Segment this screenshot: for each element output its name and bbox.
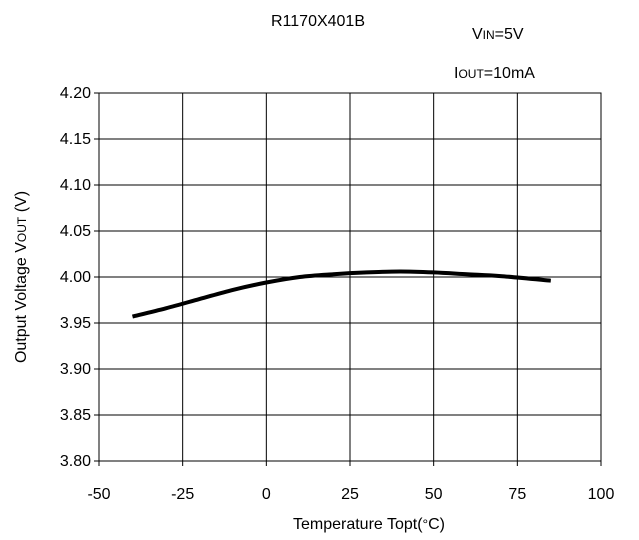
- x-tick-labels: -50 -25 0 25 50 75 100: [87, 461, 614, 503]
- x-tick-label: 100: [588, 486, 615, 503]
- series-line-0: [131, 269, 551, 319]
- y-tick-label: 4.05: [60, 223, 91, 240]
- y-tick-label: 3.90: [60, 361, 91, 378]
- condition-vin: VIN=5V: [472, 26, 524, 43]
- x-tick-label: 25: [341, 486, 359, 503]
- chart-title: R1170X401B: [271, 13, 365, 30]
- y-axis-label: Output Voltage VOUT (V): [13, 191, 30, 363]
- y-tick-labels: 3.80 3.85 3.90 3.95 4.00 4.05 4.10 4.15 4.20: [60, 85, 99, 470]
- x-axis-label: Temperature Topt(°C): [293, 516, 445, 533]
- y-tick-label: 4.10: [60, 177, 91, 194]
- y-tick-label: 3.80: [60, 453, 91, 470]
- x-tick-label: -50: [87, 486, 110, 503]
- y-tick-label: 4.20: [60, 85, 91, 102]
- y-tick-label: 4.15: [60, 131, 91, 148]
- y-tick-label: 3.95: [60, 315, 91, 332]
- y-tick-label: 3.85: [60, 407, 91, 424]
- x-tick-label: 0: [262, 486, 271, 503]
- y-tick-label: 4.00: [60, 269, 91, 286]
- x-tick-label: 75: [508, 486, 526, 503]
- condition-iout: IOUT=10mA: [454, 65, 535, 82]
- x-tick-label: 50: [425, 486, 443, 503]
- x-tick-label: -25: [171, 486, 194, 503]
- series-group: [131, 269, 551, 319]
